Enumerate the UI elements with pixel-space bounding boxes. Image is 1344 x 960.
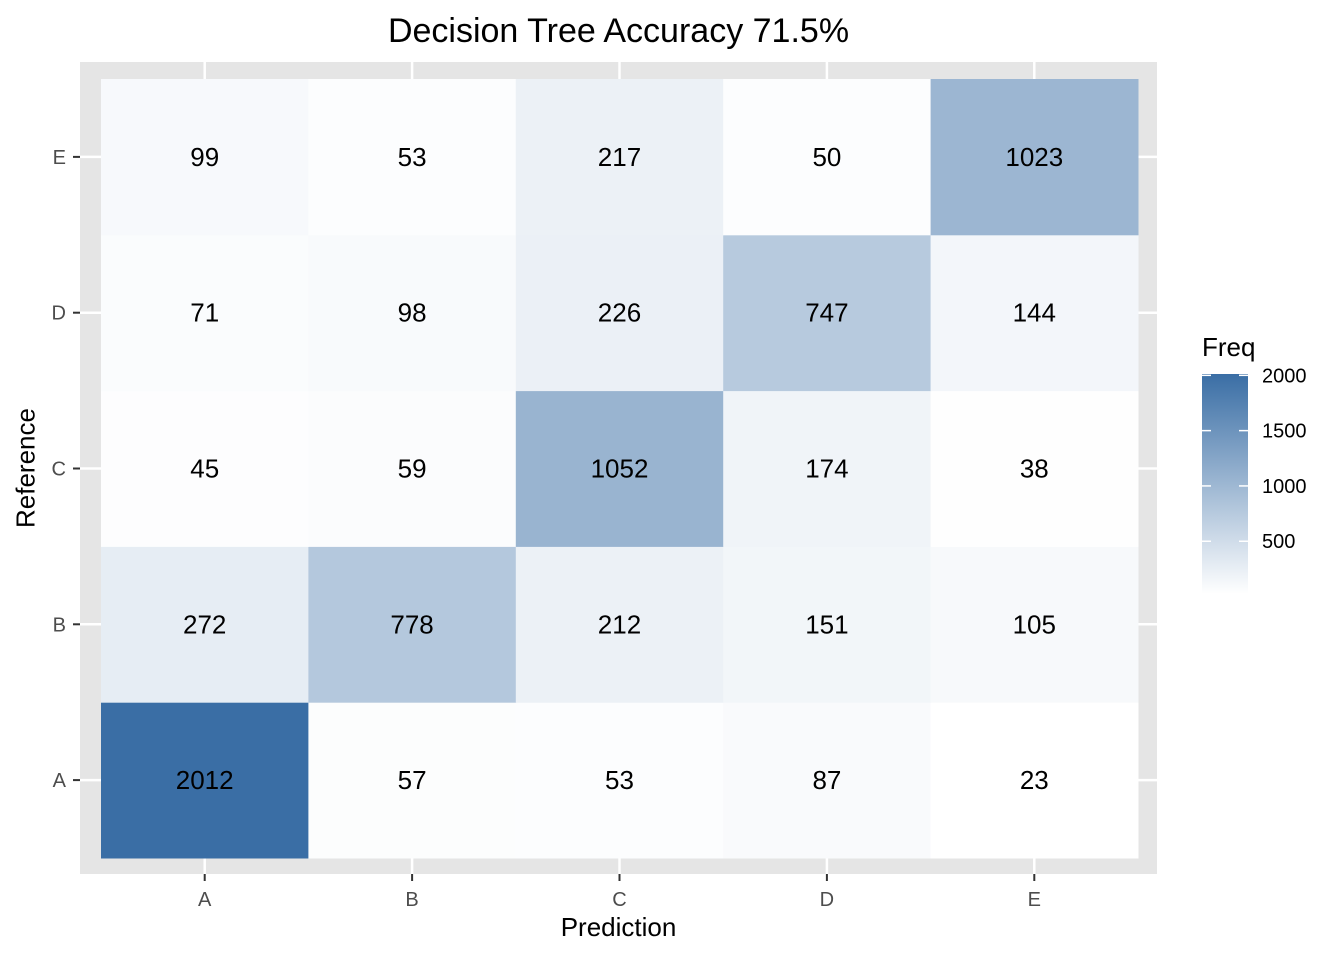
cell-value-label: 217 xyxy=(598,142,641,172)
cell-value-label: 272 xyxy=(183,609,226,639)
x-tick-label: A xyxy=(198,889,212,911)
chart-title: Decision Tree Accuracy 71.5% xyxy=(387,12,850,50)
heatmap-cell-D-D xyxy=(723,234,932,392)
heatmap-cell-B-E xyxy=(930,546,1139,703)
heatmap-cell-E-E xyxy=(930,79,1139,236)
cell-value-label: 212 xyxy=(598,609,641,639)
cell-value-label: 1052 xyxy=(591,454,649,484)
heatmap-cell-A-D xyxy=(723,702,932,859)
legend-title: Freq xyxy=(1202,332,1256,362)
cell-value-label: 2012 xyxy=(176,765,234,795)
x-tick-label: D xyxy=(820,889,834,911)
y-tick-label: D xyxy=(52,303,66,325)
cell-value-label: 59 xyxy=(398,454,427,484)
legend-tick-label: 1500 xyxy=(1262,421,1307,443)
heatmap-cell-B-B xyxy=(308,546,517,703)
heatmap-cell-D-C xyxy=(515,234,724,392)
heatmap-cell-D-A xyxy=(101,234,309,392)
cell-value-label: 23 xyxy=(1020,765,1049,795)
legend-tick-label: 1000 xyxy=(1262,476,1307,498)
heatmap-cell-E-D xyxy=(723,79,932,236)
heatmap-cell-A-C xyxy=(515,702,724,859)
cell-value-label: 105 xyxy=(1013,609,1056,639)
cell-value-label: 45 xyxy=(190,454,219,484)
heatmap-cell-C-C xyxy=(515,390,724,547)
cell-value-label: 98 xyxy=(398,298,427,328)
cell-value-label: 87 xyxy=(812,765,841,795)
heatmap-cell-E-C xyxy=(515,79,724,236)
cell-value-label: 174 xyxy=(805,454,848,484)
heatmap-cell-B-D xyxy=(723,546,932,703)
cell-value-label: 778 xyxy=(390,609,433,639)
x-axis-title: Prediction xyxy=(560,912,677,942)
x-tick-label: C xyxy=(612,889,626,911)
y-tick-label: A xyxy=(53,770,67,792)
cell-value-label: 71 xyxy=(190,298,219,328)
heatmap-cell-A-E xyxy=(930,702,1139,859)
cell-value-label: 57 xyxy=(398,765,427,795)
heatmap-cell-A-A xyxy=(101,702,309,859)
legend-tick-label: 500 xyxy=(1262,531,1295,553)
cell-value-label: 50 xyxy=(812,142,841,172)
cell-value-label: 53 xyxy=(605,765,634,795)
cell-value-label: 53 xyxy=(398,142,427,172)
legend-colorbar xyxy=(1202,374,1248,594)
heatmap-cell-C-A xyxy=(101,390,309,547)
heatmap-cell-E-B xyxy=(308,79,517,236)
heatmap-cell-D-B xyxy=(308,234,517,392)
cell-value-label: 747 xyxy=(805,298,848,328)
heatmap-cell-C-E xyxy=(930,390,1139,547)
x-tick-label: E xyxy=(1028,889,1041,911)
legend-tick-label: 2000 xyxy=(1262,365,1307,387)
heatmap-cell-C-B xyxy=(308,390,517,547)
x-tick-label: B xyxy=(405,889,418,911)
heatmap-cell-D-E xyxy=(930,234,1139,392)
y-tick-label: E xyxy=(53,147,66,169)
cell-value-label: 38 xyxy=(1020,454,1049,484)
y-tick-label: B xyxy=(53,614,66,636)
cell-value-label: 151 xyxy=(805,609,848,639)
cell-value-label: 144 xyxy=(1013,298,1056,328)
heatmap-cell-C-D xyxy=(723,390,932,547)
heatmap-cell-A-B xyxy=(308,702,517,859)
cell-value-label: 1023 xyxy=(1005,142,1063,172)
cell-value-label: 226 xyxy=(598,298,641,328)
heatmap-cell-E-A xyxy=(101,79,309,236)
cell-value-label: 99 xyxy=(190,142,219,172)
heatmap-cell-B-C xyxy=(515,546,724,703)
y-tick-label: C xyxy=(52,459,66,481)
heatmap-cell-B-A xyxy=(101,546,309,703)
